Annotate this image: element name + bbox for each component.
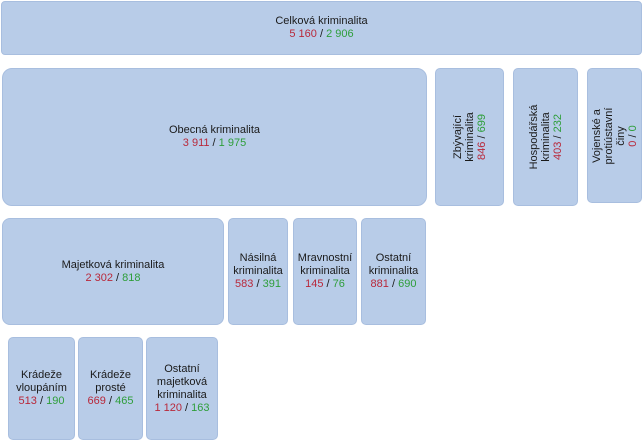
value-second: 232	[551, 114, 564, 133]
node-ostatni-kriminalita: Ostatní kriminalita 881 / 690	[361, 218, 426, 325]
node-label: Násilná kriminalita	[233, 252, 283, 277]
value-second: 690	[398, 278, 417, 290]
value-separator: /	[323, 278, 333, 290]
node-celkova-kriminalita: Celková kriminalita 5 160 / 2 906	[1, 1, 642, 55]
value-separator: /	[105, 395, 116, 407]
value-second: 699	[475, 114, 488, 133]
node-nasilna-kriminalita: Násilná kriminalita 583 / 391	[228, 218, 288, 325]
value-second: 391	[262, 278, 281, 290]
value-first: 403	[551, 141, 564, 160]
node-label: Ostatní majetková kriminalita	[156, 362, 208, 401]
value-first: 513	[18, 395, 37, 407]
node-label: Ostatní kriminalita	[368, 252, 419, 277]
node-values: 3 911 / 1 975	[183, 137, 246, 150]
node-values: 1 120 / 163	[154, 402, 209, 415]
node-values: 403 / 232	[552, 105, 564, 170]
value-separator: /	[209, 137, 219, 149]
node-values: 846 / 699	[476, 112, 488, 162]
node-rotated-content: Zbývající kriminalita 846 / 699	[452, 112, 488, 162]
node-vojenske-a-protiustavni-ciny: Vojenské a protiústavní činy 0 / 0	[587, 68, 642, 203]
value-separator: /	[36, 395, 47, 407]
value-second: 2 906	[326, 28, 354, 40]
value-second: 0	[626, 124, 639, 131]
value-first: 1 120	[154, 401, 182, 414]
value-separator: /	[551, 132, 564, 142]
value-first: 669	[87, 395, 106, 407]
node-values: 513 / 190	[19, 395, 65, 408]
value-second: 465	[115, 395, 134, 407]
value-second: 163	[191, 401, 210, 414]
node-rotated-content: Vojenské a protiústavní činy 0 / 0	[591, 107, 639, 164]
value-second: 76	[332, 278, 345, 290]
node-label: Obecná kriminalita	[168, 124, 261, 136]
value-separator: /	[316, 28, 327, 40]
node-label: Zbývající kriminalita	[451, 112, 476, 162]
node-values: 5 160 / 2 906	[289, 28, 353, 41]
value-first: 583	[235, 278, 254, 290]
value-first: 0	[626, 140, 639, 147]
node-label: Krádeže vloupáním	[16, 369, 67, 394]
node-label: Celková kriminalita	[275, 15, 368, 27]
node-values: 2 302 / 818	[85, 272, 140, 285]
value-separator: /	[182, 401, 192, 414]
node-kradeze-proste: Krádeže prosté 669 / 465	[78, 337, 143, 440]
node-values: 583 / 391	[235, 278, 281, 291]
node-values: 145 / 76	[305, 278, 345, 291]
node-obecna-kriminalita: Obecná kriminalita 3 911 / 1 975	[2, 68, 427, 206]
node-values: 0 / 0	[627, 107, 639, 164]
node-hospodarska-kriminalita: Hospodářská kriminalita 403 / 232	[513, 68, 578, 206]
value-separator: /	[113, 271, 123, 284]
value-separator: /	[475, 132, 488, 142]
value-first: 5 160	[289, 28, 317, 40]
node-rotated-content: Hospodářská kriminalita 403 / 232	[528, 105, 564, 170]
node-label: Majetková kriminalita	[61, 258, 165, 271]
node-majetkova-kriminalita: Majetková kriminalita 2 302 / 818	[2, 218, 224, 325]
node-values: 669 / 465	[88, 395, 134, 408]
value-separator: /	[388, 278, 399, 290]
node-ostatni-majetkova-kriminalita: Ostatní majetková kriminalita 1 120 / 16…	[146, 337, 218, 440]
value-separator: /	[253, 278, 263, 290]
value-first: 145	[305, 278, 324, 290]
node-label: Krádeže prosté	[90, 369, 131, 394]
node-label: Mravnostní kriminalita	[297, 252, 353, 277]
node-mravnostni-kriminalita: Mravnostní kriminalita 145 / 76	[293, 218, 357, 325]
value-first: 881	[370, 278, 389, 290]
node-values: 881 / 690	[371, 278, 417, 291]
value-second: 818	[122, 271, 141, 284]
value-first: 2 302	[85, 271, 113, 284]
node-zbyvajici-kriminalita: Zbývající kriminalita 846 / 699	[435, 68, 504, 206]
node-label: Hospodářská kriminalita	[527, 104, 552, 170]
node-label: Vojenské a protiústavní činy	[590, 107, 627, 164]
value-first: 3 911	[182, 137, 210, 149]
value-first: 846	[475, 141, 488, 160]
value-second: 190	[46, 395, 65, 407]
value-separator: /	[626, 130, 639, 141]
value-second: 1 975	[218, 137, 247, 149]
node-kradeze-vloupanim: Krádeže vloupáním 513 / 190	[8, 337, 75, 440]
